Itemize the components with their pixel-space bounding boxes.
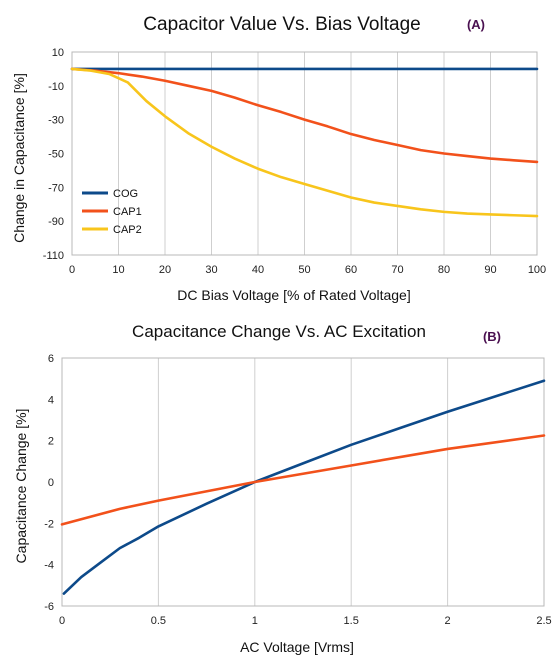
chart-a-x-axis-label: DC Bias Voltage [% of Rated Voltage] xyxy=(177,287,410,303)
chart-a-y-tick-label: -30 xyxy=(48,115,64,127)
chart-a-legend: COG CAP1 CAP2 xyxy=(82,188,142,236)
chart-a-y-tick-label: -50 xyxy=(48,149,64,161)
chart-a-x-tick-label: 90 xyxy=(484,264,496,276)
chart-a-y-tick-label: 10 xyxy=(52,47,64,59)
chart-a-y-tick-label: -90 xyxy=(48,216,64,228)
chart-a-x-tick-label: 20 xyxy=(159,264,171,276)
legend-label-cog: COG xyxy=(113,188,138,200)
legend-label-cap1: CAP1 xyxy=(113,206,142,218)
chart-b-y-tick-label: -2 xyxy=(44,518,54,530)
chart-b-x-tick-label: 1.5 xyxy=(344,615,359,627)
chart-a-x-tick-label: 30 xyxy=(205,264,217,276)
chart-a-x-tick-label: 0 xyxy=(69,264,75,276)
legend-label-cap2: CAP2 xyxy=(113,224,142,236)
chart-b-x-tick-label: 2 xyxy=(445,615,451,627)
chart-a-x-tick-label: 80 xyxy=(438,264,450,276)
chart-b-series-series-2-line xyxy=(60,434,546,526)
chart-a-series-cap2-line xyxy=(70,67,539,218)
chart-b-x-tick-label: 2.5 xyxy=(536,615,551,627)
chart-a-y-tick-label: -110 xyxy=(43,250,64,262)
chart-b-x-tick-label: 1 xyxy=(252,615,258,627)
chart-a-y-axis-label: Change in Capacitance [%] xyxy=(11,73,27,243)
chart-a-x-tick-label: 100 xyxy=(528,264,546,276)
chart-b-x-axis-label: AC Voltage [Vrms] xyxy=(240,639,354,655)
chart-a-title: Capacitor Value Vs. Bias Voltage xyxy=(143,14,420,35)
chart-a-x-tick-label: 10 xyxy=(112,264,124,276)
chart-a-y-tick-label: -10 xyxy=(48,81,64,93)
chart-b-series-series-1-line xyxy=(62,379,546,595)
chart-a-plot-frame xyxy=(71,51,538,256)
chart-b-panel-tag: (B) xyxy=(483,329,501,344)
chart-b-y-tick-label: 4 xyxy=(48,394,54,406)
chart-b-title: Capacitance Change Vs. AC Excitation xyxy=(132,322,426,341)
chart-a-y-tick-label: -70 xyxy=(48,182,64,194)
chart-b-y-axis-label: Capacitance Change [%] xyxy=(13,409,29,564)
chart-b-y-tick-label: 2 xyxy=(48,436,54,448)
chart-b-y-tick-label: 0 xyxy=(48,477,54,489)
chart-b-y-tick-label: -6 xyxy=(44,601,54,613)
chart-b-x-tick-label: 0 xyxy=(59,615,65,627)
chart-b-plot: 0 0.5 1 1.5 2 2.5 6 4 2 0 -2 -4 -6 xyxy=(44,353,551,627)
chart-b-y-tick-label: 6 xyxy=(48,353,54,365)
chart-b-plot-frame xyxy=(61,357,545,607)
chart-a-x-tick-label: 40 xyxy=(252,264,264,276)
chart-b-y-tick-label: -4 xyxy=(44,560,54,572)
chart-a-panel-tag: (A) xyxy=(467,17,485,32)
chart-a-x-tick-label: 60 xyxy=(345,264,357,276)
chart-a-x-tick-label: 70 xyxy=(391,264,403,276)
chart-a-plot: 0 10 20 30 40 50 60 70 80 90 100 10 -10 -30 -50 -70 -90 -… xyxy=(43,47,546,276)
chart-a-series-cap1-line xyxy=(70,67,539,164)
chart-b-x-tick-label: 0.5 xyxy=(151,615,166,627)
chart-a-x-tick-label: 50 xyxy=(298,264,310,276)
